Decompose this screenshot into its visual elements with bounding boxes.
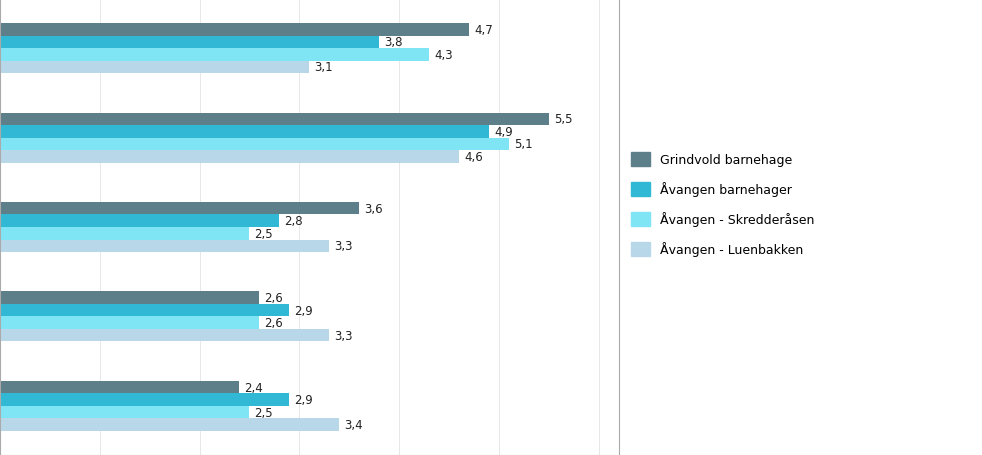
Text: 5,1: 5,1 [514, 138, 532, 151]
Bar [0, 292, 259, 304]
Legend: Grindvold barnehage, Åvangen barnehager, Åvangen - Skredderåsen, Åvangen - Luenb: Grindvold barnehage, Åvangen barnehager,… [631, 152, 814, 257]
Bar [0, 24, 469, 36]
Bar [0, 240, 329, 253]
Text: 4,6: 4,6 [464, 151, 483, 163]
Bar [0, 151, 459, 163]
Text: 2,4: 2,4 [245, 381, 263, 394]
Text: 4,3: 4,3 [434, 49, 453, 62]
Bar [0, 126, 489, 138]
Text: 3,6: 3,6 [364, 202, 383, 215]
Text: 2,5: 2,5 [254, 406, 273, 419]
Text: 4,7: 4,7 [474, 24, 493, 37]
Text: 2,9: 2,9 [295, 304, 313, 317]
Bar [0, 317, 259, 329]
Bar [0, 202, 359, 215]
Bar [0, 381, 240, 394]
Text: 3,4: 3,4 [345, 418, 363, 431]
Text: 5,5: 5,5 [554, 113, 573, 126]
Bar [0, 215, 280, 228]
Text: 3,8: 3,8 [384, 36, 403, 49]
Bar [0, 406, 249, 419]
Text: 3,1: 3,1 [314, 61, 333, 74]
Bar [0, 138, 509, 151]
Bar [0, 394, 290, 406]
Text: 2,8: 2,8 [285, 215, 303, 228]
Bar [0, 419, 339, 431]
Text: 2,6: 2,6 [264, 292, 283, 304]
Bar [0, 228, 249, 240]
Text: 2,5: 2,5 [254, 227, 273, 240]
Bar [0, 36, 379, 49]
Bar [0, 113, 549, 126]
Text: 2,6: 2,6 [264, 317, 283, 329]
Bar [0, 61, 309, 74]
Bar [0, 329, 329, 342]
Text: 3,3: 3,3 [334, 329, 353, 342]
Bar [0, 304, 290, 317]
Text: 3,3: 3,3 [334, 240, 353, 253]
Bar [0, 49, 429, 61]
Text: 2,9: 2,9 [295, 393, 313, 406]
Text: 4,9: 4,9 [494, 126, 513, 138]
